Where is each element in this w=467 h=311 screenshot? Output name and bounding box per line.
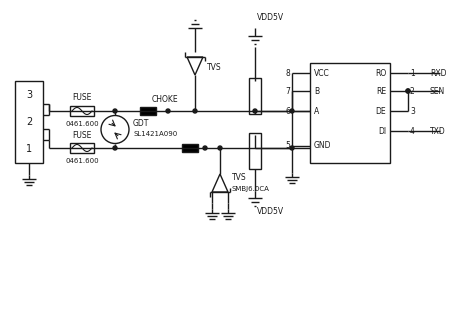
Text: 0461.600: 0461.600 <box>65 121 99 127</box>
Text: RXD: RXD <box>430 68 446 77</box>
Circle shape <box>406 89 410 93</box>
Text: DE: DE <box>375 106 386 115</box>
Circle shape <box>113 109 117 113</box>
Text: GND: GND <box>314 142 332 151</box>
Circle shape <box>203 146 207 150</box>
Bar <box>182 144 198 152</box>
Bar <box>15 81 43 163</box>
Text: 4: 4 <box>410 127 415 136</box>
Circle shape <box>290 146 294 150</box>
Circle shape <box>193 109 197 113</box>
Text: SL1421A090: SL1421A090 <box>133 132 177 137</box>
Text: RE: RE <box>376 86 386 95</box>
Bar <box>70 106 94 116</box>
Text: 5: 5 <box>285 142 290 151</box>
Text: TVS: TVS <box>232 174 247 183</box>
Text: 6: 6 <box>285 106 290 115</box>
Circle shape <box>166 109 170 113</box>
Circle shape <box>218 146 222 150</box>
Circle shape <box>253 109 257 113</box>
Text: 7: 7 <box>285 86 290 95</box>
Text: TVS: TVS <box>207 63 222 72</box>
Text: 2: 2 <box>26 117 32 127</box>
Text: SEN: SEN <box>430 86 445 95</box>
Circle shape <box>290 109 294 113</box>
Text: TXD: TXD <box>430 127 446 136</box>
Text: 3: 3 <box>26 90 32 100</box>
Circle shape <box>113 146 117 150</box>
Text: FUSE: FUSE <box>72 94 92 103</box>
Text: A: A <box>314 106 319 115</box>
Circle shape <box>253 146 257 150</box>
Text: 0461.600: 0461.600 <box>65 158 99 164</box>
Text: VCC: VCC <box>314 68 330 77</box>
Text: 8: 8 <box>285 68 290 77</box>
Text: VDD5V: VDD5V <box>257 13 284 22</box>
Text: 1: 1 <box>26 144 32 154</box>
Text: RO: RO <box>375 68 386 77</box>
Bar <box>140 107 156 115</box>
Bar <box>70 143 94 153</box>
Polygon shape <box>187 57 203 75</box>
Text: 1: 1 <box>410 68 415 77</box>
Circle shape <box>406 89 410 93</box>
Text: FUSE: FUSE <box>72 131 92 140</box>
Text: VDD5V: VDD5V <box>257 207 284 216</box>
Text: 3: 3 <box>410 106 415 115</box>
Text: 2: 2 <box>410 86 415 95</box>
Bar <box>249 78 261 114</box>
Bar <box>310 63 390 163</box>
Text: CHOKE: CHOKE <box>152 95 178 104</box>
Text: SMBJ6.0CA: SMBJ6.0CA <box>232 186 270 192</box>
Text: DI: DI <box>378 127 386 136</box>
Circle shape <box>101 115 129 143</box>
Polygon shape <box>212 174 228 192</box>
Text: GDT: GDT <box>133 119 149 128</box>
Text: B: B <box>314 86 319 95</box>
Bar <box>249 133 261 169</box>
